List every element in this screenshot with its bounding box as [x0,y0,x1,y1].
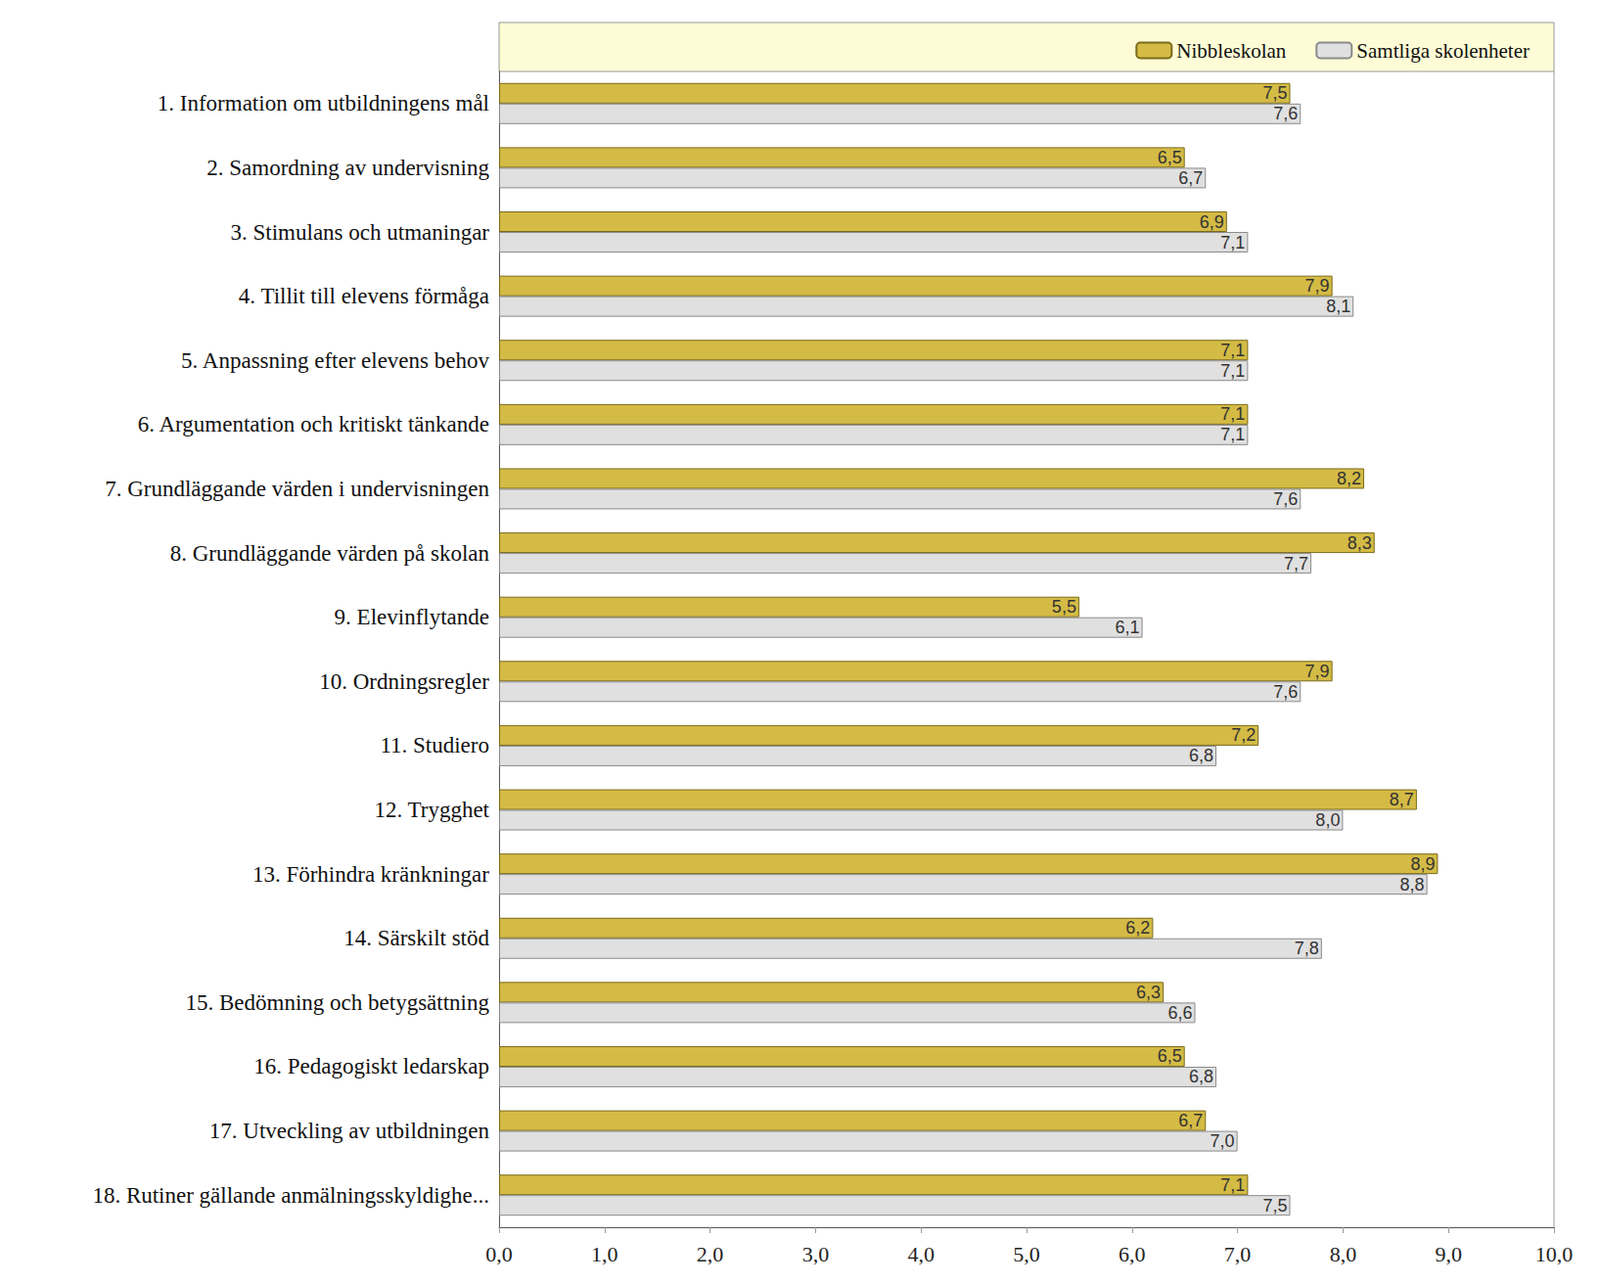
svg-text:6,2: 6,2 [1125,917,1150,938]
svg-text:6,3: 6,3 [1136,982,1161,1003]
svg-text:7,5: 7,5 [1262,1195,1287,1216]
svg-text:7,1: 7,1 [1220,424,1245,445]
svg-text:7,9: 7,9 [1305,661,1330,682]
svg-text:9,0: 9,0 [1434,1241,1463,1267]
svg-text:12. Trygghet: 12. Trygghet [373,797,490,823]
svg-text:6,5: 6,5 [1157,1046,1183,1066]
svg-text:6,6: 6,6 [1167,1003,1192,1023]
svg-text:7,2: 7,2 [1231,725,1256,745]
svg-text:6,0: 6,0 [1118,1241,1146,1267]
svg-text:2. Samordning av undervisning: 2. Samordning av undervisning [206,155,490,181]
svg-text:18. Rutiner gällande anmälning: 18. Rutiner gällande anmälningsskyldighe… [91,1183,490,1208]
svg-text:8,8: 8,8 [1400,874,1425,895]
svg-text:8,7: 8,7 [1389,789,1415,810]
svg-text:7,0: 7,0 [1210,1131,1235,1151]
svg-text:7,9: 7,9 [1305,275,1330,296]
svg-text:3,0: 3,0 [802,1241,830,1267]
svg-text:6,1: 6,1 [1115,617,1141,638]
svg-text:7,6: 7,6 [1273,489,1298,509]
svg-text:6,7: 6,7 [1178,1110,1203,1131]
svg-text:7,1: 7,1 [1220,361,1245,381]
svg-text:Samtliga skolenheter: Samtliga skolenheter [1356,39,1530,63]
svg-text:6. Argumentation och kritiskt: 6. Argumentation och kritiskt tänkande [137,411,490,437]
svg-text:8,1: 8,1 [1325,296,1351,317]
svg-text:13. Förhindra kränkningar: 13. Förhindra kränkningar [252,862,490,887]
svg-text:4,0: 4,0 [907,1241,935,1267]
svg-text:8,2: 8,2 [1336,468,1362,489]
svg-text:5,0: 5,0 [1012,1241,1041,1267]
svg-text:8. Grundläggande värden på sko: 8. Grundläggande värden på skolan [170,541,491,566]
svg-text:8,3: 8,3 [1347,533,1372,553]
svg-text:14. Särskilt stöd: 14. Särskilt stöd [343,925,490,951]
svg-text:7,1: 7,1 [1220,340,1245,361]
svg-text:15. Bedömning och betygsättnin: 15. Bedömning och betygsättning [185,990,491,1015]
svg-text:7,8: 7,8 [1294,938,1320,959]
svg-text:5,5: 5,5 [1051,596,1077,617]
svg-text:3. Stimulans och utmaningar: 3. Stimulans och utmaningar [230,220,491,245]
svg-text:7,5: 7,5 [1262,83,1287,103]
svg-text:6,8: 6,8 [1188,745,1214,766]
svg-text:8,0: 8,0 [1315,810,1340,830]
svg-text:6,8: 6,8 [1188,1066,1214,1087]
svg-text:10,0: 10,0 [1535,1241,1574,1267]
svg-text:1. Information om utbildningen: 1. Information om utbildningens mål [157,91,490,116]
svg-text:9. Elevinflytande: 9. Elevinflytande [334,604,490,630]
svg-text:7,1: 7,1 [1220,1175,1245,1195]
svg-text:6,5: 6,5 [1157,147,1183,168]
svg-text:7,1: 7,1 [1220,232,1245,253]
svg-text:8,0: 8,0 [1329,1241,1358,1267]
svg-text:7,0: 7,0 [1224,1241,1252,1267]
svg-text:0,0: 0,0 [485,1241,513,1267]
svg-text:8,9: 8,9 [1410,854,1435,874]
svg-text:6,9: 6,9 [1199,212,1225,232]
svg-text:5. Anpassning efter elevens be: 5. Anpassning efter elevens behov [181,348,490,373]
svg-text:7,6: 7,6 [1273,682,1298,702]
svg-text:6,7: 6,7 [1178,168,1203,188]
svg-text:4. Tillit till elevens förmåga: 4. Tillit till elevens förmåga [238,283,490,309]
svg-text:7. Grundläggande värden i unde: 7. Grundläggande värden i undervisningen [104,476,490,502]
svg-text:1,0: 1,0 [591,1241,619,1267]
svg-text:10. Ordningsregler: 10. Ordningsregler [319,669,490,694]
svg-text:7,7: 7,7 [1283,553,1309,574]
svg-text:7,6: 7,6 [1273,103,1298,124]
svg-text:7,1: 7,1 [1220,404,1245,424]
svg-text:2,0: 2,0 [696,1241,725,1267]
svg-text:11. Studiero: 11. Studiero [379,732,490,758]
svg-text:Nibbleskolan: Nibbleskolan [1176,39,1286,63]
svg-text:16. Pedagogiskt ledarskap: 16. Pedagogiskt ledarskap [253,1053,490,1079]
svg-text:17. Utveckling av utbildningen: 17. Utveckling av utbildningen [209,1118,491,1143]
